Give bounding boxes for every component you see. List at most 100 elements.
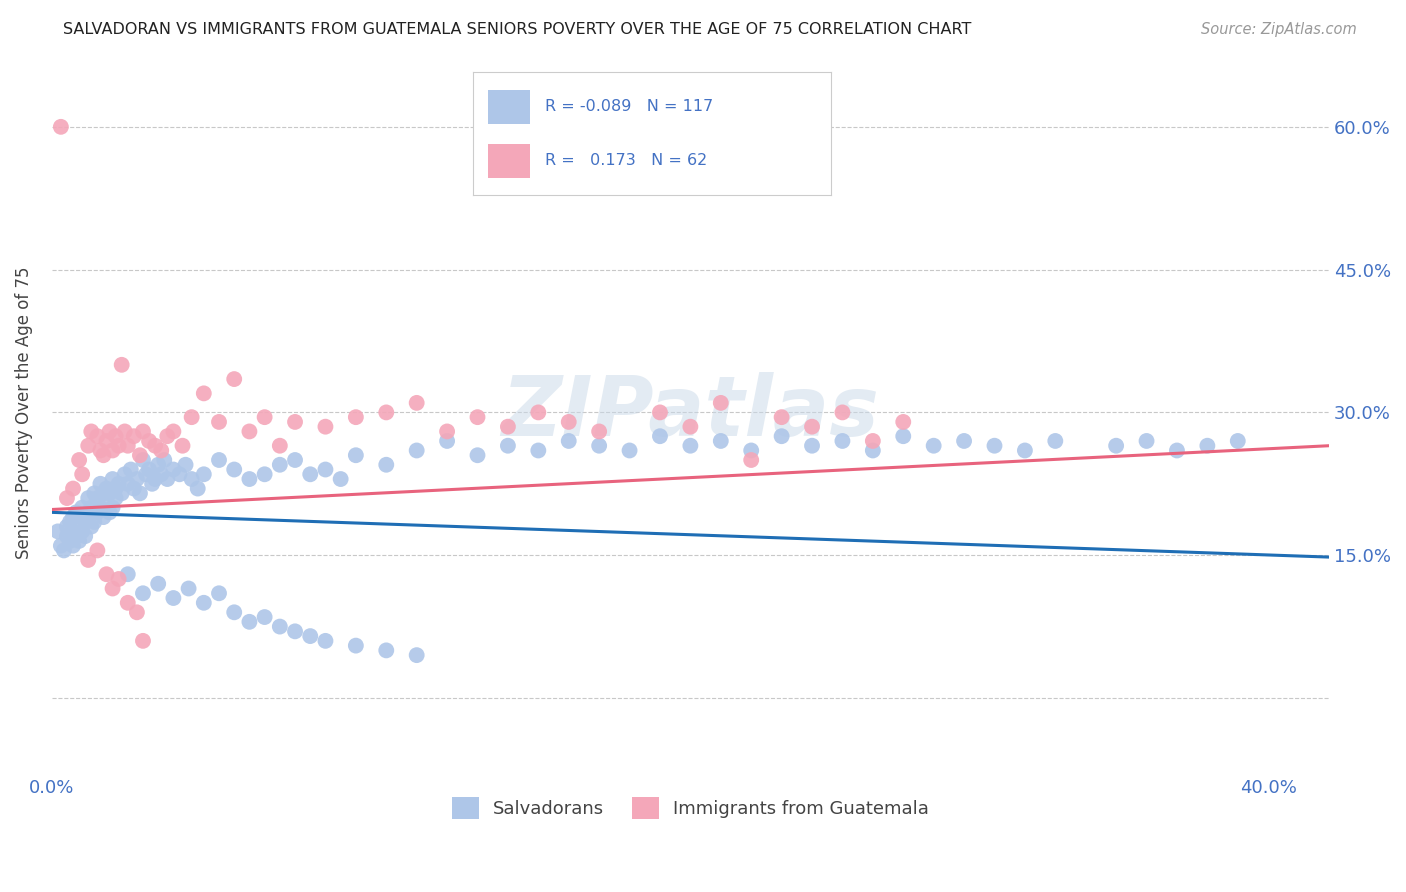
Point xyxy=(405,443,427,458)
Point xyxy=(588,425,610,439)
Point xyxy=(801,419,824,434)
Point xyxy=(132,453,155,467)
Point xyxy=(150,467,173,482)
Point xyxy=(56,519,79,533)
Point xyxy=(83,515,105,529)
Point xyxy=(52,543,75,558)
Point xyxy=(1135,434,1157,448)
Point xyxy=(648,405,671,419)
Point xyxy=(208,415,231,429)
Point xyxy=(77,491,100,505)
Point xyxy=(150,443,173,458)
Point xyxy=(679,439,702,453)
Point xyxy=(86,429,108,443)
Point xyxy=(253,410,276,425)
Point xyxy=(96,567,118,582)
Point xyxy=(70,500,93,515)
Point xyxy=(269,439,291,453)
Point xyxy=(344,639,367,653)
Text: SALVADORAN VS IMMIGRANTS FROM GUATEMALA SENIORS POVERTY OVER THE AGE OF 75 CORRE: SALVADORAN VS IMMIGRANTS FROM GUATEMALA … xyxy=(63,22,972,37)
Point xyxy=(619,443,641,458)
Point xyxy=(269,619,291,633)
Point xyxy=(269,458,291,472)
Point xyxy=(117,596,139,610)
Point xyxy=(96,496,118,510)
Point xyxy=(129,448,152,462)
Point xyxy=(135,467,157,482)
Point xyxy=(114,425,136,439)
Point xyxy=(193,386,215,401)
Point xyxy=(177,582,200,596)
Point xyxy=(59,515,82,529)
Point xyxy=(710,396,733,410)
Point xyxy=(1226,434,1249,448)
Point xyxy=(558,415,581,429)
Point xyxy=(344,448,367,462)
Point xyxy=(83,486,105,500)
Point xyxy=(132,633,155,648)
Point xyxy=(172,439,194,453)
Point xyxy=(527,443,550,458)
Point xyxy=(174,458,197,472)
Point xyxy=(49,539,72,553)
Point xyxy=(375,643,398,657)
Point xyxy=(107,439,129,453)
Point xyxy=(101,582,124,596)
Point xyxy=(114,467,136,482)
Point xyxy=(86,505,108,519)
Point xyxy=(193,467,215,482)
Point xyxy=(129,486,152,500)
Point xyxy=(62,524,84,539)
Point xyxy=(56,529,79,543)
Point xyxy=(187,482,209,496)
Point xyxy=(831,434,853,448)
Point xyxy=(65,529,87,543)
Point xyxy=(162,425,184,439)
Point xyxy=(436,425,458,439)
Point xyxy=(169,467,191,482)
Point xyxy=(831,405,853,419)
Point xyxy=(253,610,276,624)
Point xyxy=(208,586,231,600)
Point xyxy=(122,482,145,496)
Point xyxy=(98,505,121,519)
Point xyxy=(253,467,276,482)
Point xyxy=(284,624,307,639)
Point xyxy=(75,515,97,529)
Point xyxy=(740,443,762,458)
Point xyxy=(62,482,84,496)
Point xyxy=(49,120,72,134)
Point xyxy=(238,425,260,439)
Text: Source: ZipAtlas.com: Source: ZipAtlas.com xyxy=(1201,22,1357,37)
Point xyxy=(710,434,733,448)
Point xyxy=(770,410,793,425)
Point xyxy=(89,476,111,491)
Point xyxy=(98,486,121,500)
Point xyxy=(111,486,134,500)
Point xyxy=(138,462,160,476)
Point xyxy=(162,591,184,605)
Point xyxy=(67,453,90,467)
Point xyxy=(1045,434,1067,448)
Point xyxy=(238,472,260,486)
Point xyxy=(86,491,108,505)
Point xyxy=(96,434,118,448)
Point xyxy=(101,472,124,486)
Point xyxy=(496,419,519,434)
Point xyxy=(93,448,115,462)
Point xyxy=(77,553,100,567)
Point xyxy=(588,439,610,453)
Point xyxy=(70,510,93,524)
Point xyxy=(922,439,945,453)
Point xyxy=(143,472,166,486)
Point xyxy=(770,429,793,443)
Point xyxy=(125,472,148,486)
Point xyxy=(193,596,215,610)
Point xyxy=(284,415,307,429)
Point xyxy=(953,434,976,448)
Point xyxy=(983,439,1005,453)
Point xyxy=(224,605,246,619)
Point xyxy=(117,567,139,582)
Point xyxy=(375,458,398,472)
Point xyxy=(679,419,702,434)
